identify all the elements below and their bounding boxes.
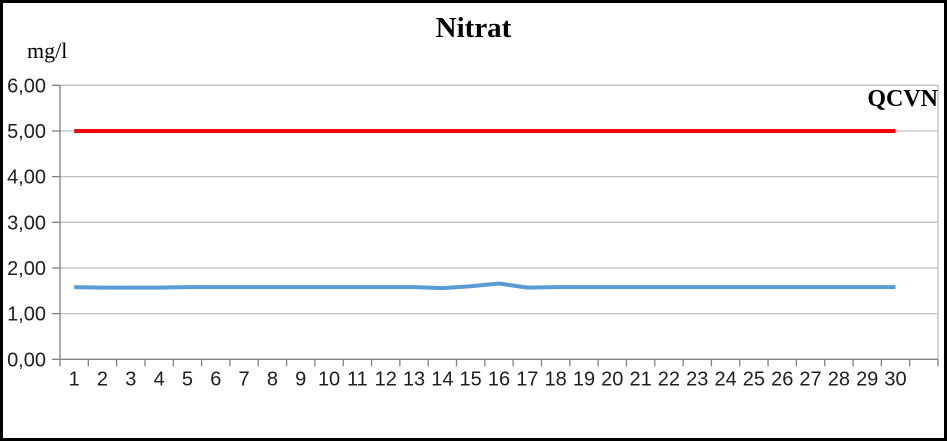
chart-title: Nitrat	[435, 12, 512, 44]
x-tick-label: 1	[69, 368, 80, 390]
x-tick-label: 24	[714, 368, 736, 390]
x-tick-label: 15	[460, 368, 482, 390]
x-tick-label: 28	[828, 368, 850, 390]
y-tick-label: 4,00	[7, 167, 46, 189]
axes	[59, 85, 939, 360]
x-tick-label: 14	[431, 368, 453, 390]
x-tick-label: 13	[403, 368, 425, 390]
x-tick-label: 21	[629, 368, 651, 390]
y-tick-label: 3,00	[7, 212, 46, 234]
y-axis-unit-label: mg/l	[27, 38, 68, 63]
x-tick-label: 11	[347, 368, 368, 390]
x-tick-label: 22	[658, 368, 680, 390]
x-tick-label: 16	[488, 368, 510, 390]
x-tick-label: 29	[856, 368, 878, 390]
y-tick-labels: 0,00 1,00 2,00 3,00 4,00 5,00 6,00	[7, 75, 46, 371]
x-tick-labels: 1 2 3 4 5 6 7 8 9 10 11 12 13 14 15 16 17 18 19 20 21 22 23 24 2…	[69, 368, 907, 390]
y-tick-label: 6,00	[7, 75, 46, 97]
x-tick-label: 7	[239, 368, 250, 390]
x-tick-label: 4	[154, 368, 165, 390]
x-tick-label: 19	[573, 368, 595, 390]
qcvn-annotation-label: QCVN	[867, 86, 938, 112]
x-tick-label: 3	[125, 368, 136, 390]
x-tick-label: 25	[743, 368, 765, 390]
y-tick-marks	[52, 84, 60, 360]
x-tick-label: 5	[182, 368, 193, 390]
y-tick-label: 5,00	[7, 121, 46, 143]
y-tick-label: 1,00	[7, 304, 46, 326]
x-tick-label: 17	[516, 368, 538, 390]
x-tick-label: 27	[799, 368, 821, 390]
y-tick-label: 0,00	[7, 349, 46, 371]
x-tick-label: 2	[97, 368, 108, 390]
x-tick-marks	[59, 359, 939, 367]
x-tick-label: 10	[318, 368, 340, 390]
y-tick-label: 2,00	[7, 258, 46, 280]
series-line-nitrat	[74, 281, 896, 291]
x-tick-label: 18	[545, 368, 567, 390]
x-tick-label: 12	[375, 368, 397, 390]
x-tick-label: 26	[771, 368, 793, 390]
x-tick-label: 9	[295, 368, 306, 390]
x-tick-label: 20	[601, 368, 623, 390]
series-nitrat	[74, 281, 896, 291]
y-gridlines	[60, 84, 938, 360]
x-tick-label: 8	[267, 368, 278, 390]
x-tick-label: 23	[686, 368, 708, 390]
x-tick-label: 6	[210, 368, 221, 390]
x-tick-label: 30	[884, 368, 906, 390]
